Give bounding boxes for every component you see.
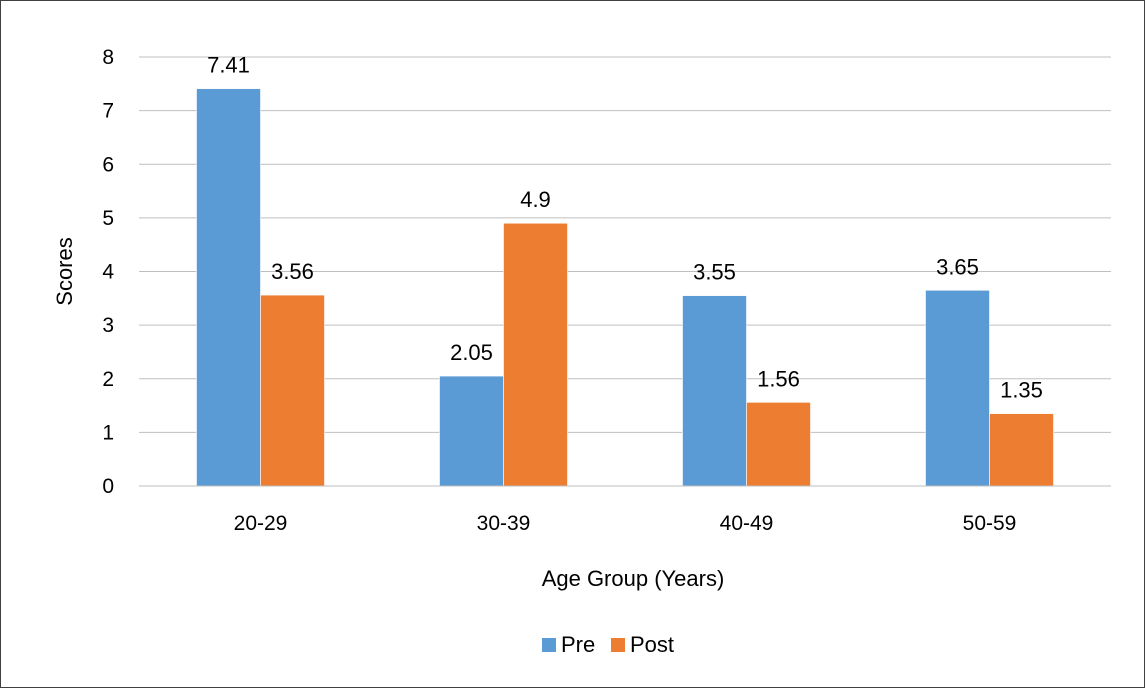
y-tick-label: 5 (102, 207, 114, 230)
bar-pre-50-59 (925, 289, 990, 487)
y-axis-title: Scores (52, 237, 77, 305)
y-tick-label: 8 (102, 46, 114, 69)
data-labels: 7.41 3.56 2.05 4.9 3.55 1.56 3.65 1.35 (207, 53, 1043, 403)
legend-label-post: Post (630, 632, 674, 657)
data-label-post-20-29: 3.56 (271, 259, 314, 284)
bar-post-30-39 (503, 222, 568, 487)
y-tick-label: 1 (102, 421, 114, 444)
bar-pre-40-49 (682, 295, 747, 487)
data-label-pre-30-39: 2.05 (450, 340, 493, 365)
data-label-pre-50-59: 3.65 (936, 254, 979, 279)
data-label-pre-20-29: 7.41 (207, 53, 250, 78)
x-axis-title: Age Group (Years) (542, 566, 725, 591)
legend-label-pre: Pre (561, 632, 595, 657)
legend-swatch-pre (542, 638, 556, 652)
bar-post-40-49 (746, 402, 811, 487)
y-tick-label: 4 (102, 261, 114, 284)
y-tick-label: 0 (102, 475, 114, 498)
data-label-pre-40-49: 3.55 (693, 260, 736, 285)
bar-post-20-29 (260, 294, 325, 487)
y-tick-label: 3 (102, 314, 114, 337)
legend: Pre Post (542, 632, 674, 657)
bar-post-50-59 (989, 413, 1054, 487)
data-label-post-50-59: 1.35 (1000, 378, 1043, 403)
x-tick-label: 20-29 (234, 512, 288, 535)
legend-swatch-post (611, 638, 625, 652)
x-tick-label: 50-59 (963, 512, 1017, 535)
data-label-post-40-49: 1.56 (757, 366, 800, 391)
data-label-post-30-39: 4.9 (520, 187, 551, 212)
y-axis-ticks: 0 1 2 3 4 5 6 7 8 (102, 46, 114, 498)
y-tick-label: 7 (102, 100, 114, 123)
x-tick-label: 30-39 (477, 512, 531, 535)
bar-pre-20-29 (196, 88, 261, 487)
y-tick-label: 6 (102, 153, 114, 176)
bar-pre-30-39 (439, 375, 504, 487)
bars (196, 88, 1054, 487)
x-axis-ticks: 20-29 30-39 40-49 50-59 (234, 512, 1017, 535)
x-tick-label: 40-49 (720, 512, 774, 535)
y-tick-label: 2 (102, 368, 114, 391)
